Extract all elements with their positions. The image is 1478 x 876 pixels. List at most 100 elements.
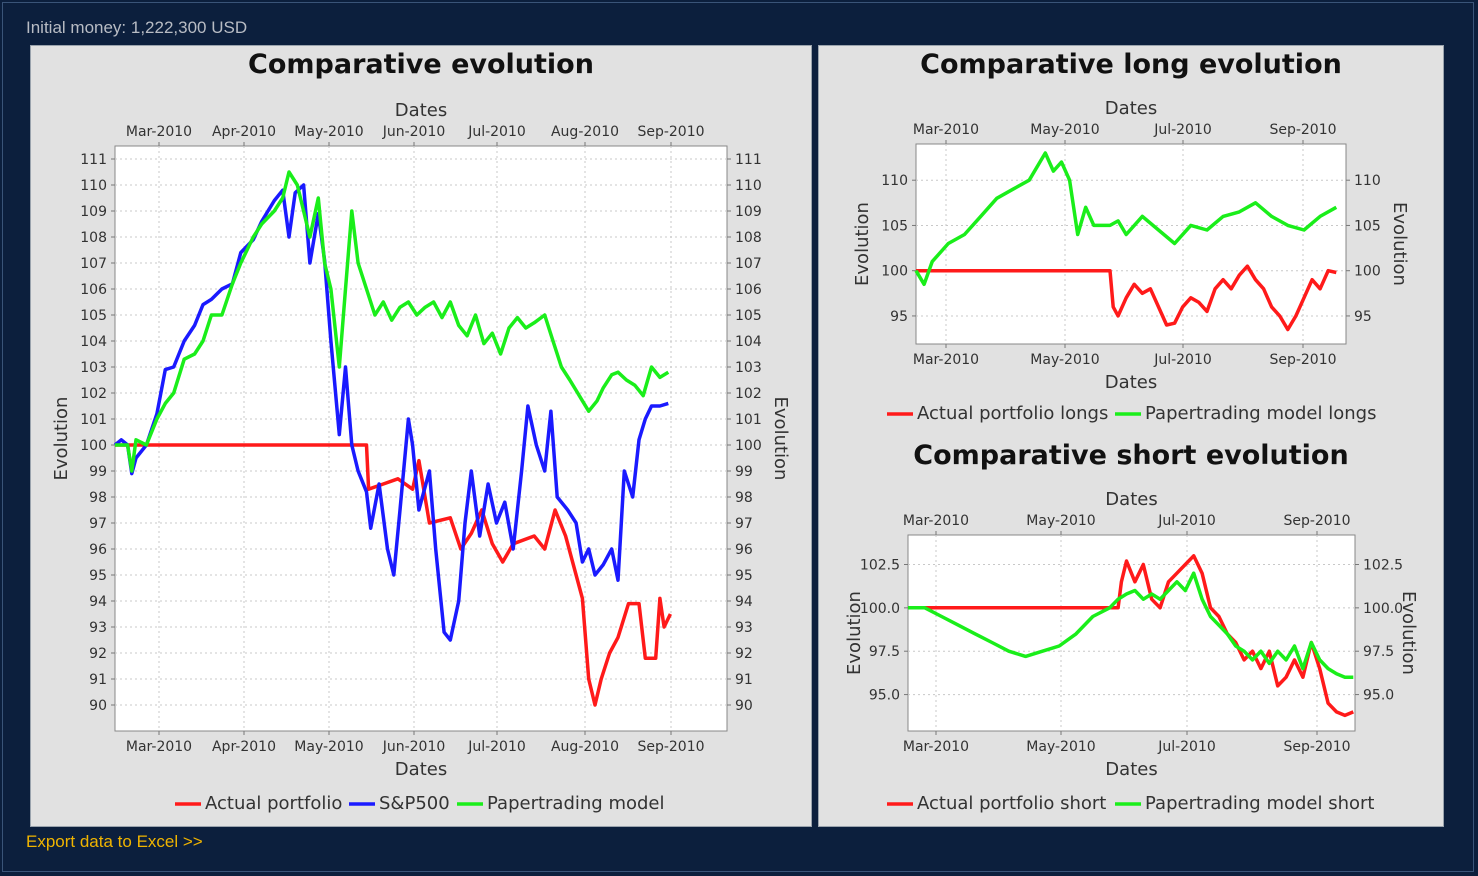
x-tick-label: Jul-2010 <box>1153 352 1212 368</box>
y-tick-label: 102.5 <box>860 557 900 573</box>
x-axis-label-top: Dates <box>1105 98 1157 119</box>
y-tick-label-right: 92 <box>735 646 753 662</box>
x-axis-label-top: Dates <box>395 100 447 121</box>
y-tick-label: 103 <box>80 360 107 376</box>
y-tick-label: 95 <box>89 568 107 584</box>
x-tick-label: May-2010 <box>1026 739 1095 755</box>
y-tick-label-right: 102 <box>735 386 762 402</box>
y-tick-label-right: 96 <box>735 542 753 558</box>
x-tick-label-top: Apr-2010 <box>212 124 276 140</box>
y-tick-label-right: 105 <box>735 308 762 324</box>
y-tick-label-right: 95.0 <box>1363 688 1394 704</box>
chart-short: Comparative short evolution 102.5 102.5 100… <box>844 440 1419 814</box>
plot-area <box>907 534 1356 732</box>
x-tick-label-top: Mar-2010 <box>913 122 979 138</box>
x-tick-label-top: May-2010 <box>294 124 363 140</box>
legend-item-label: S&P500 <box>379 793 450 814</box>
x-tick-label: Jul-2010 <box>1157 739 1216 755</box>
series-line-s-p500 <box>113 183 669 642</box>
chart-title: Comparative short evolution <box>913 440 1348 471</box>
x-tick-label-top: Jul-2010 <box>1153 122 1212 138</box>
y-tick-label: 91 <box>89 672 107 688</box>
x-tick-label-top: Aug-2010 <box>551 124 619 140</box>
y-axis-label-right: Evolution <box>1389 202 1410 286</box>
right-charts-panel: Comparative long evolution 110 110 105 105 10… <box>818 45 1444 827</box>
plot-area <box>915 143 1347 345</box>
x-tick-label-top: Mar-2010 <box>903 513 969 529</box>
x-tick-label-top: Jul-2010 <box>467 124 526 140</box>
y-tick-label: 100 <box>881 264 908 280</box>
x-tick-label: Sep-2010 <box>1283 739 1350 755</box>
y-tick-label-right: 110 <box>735 178 762 194</box>
y-axis-label: Evolution <box>51 397 72 481</box>
y-tick-label: 110 <box>881 173 908 189</box>
y-tick-label-right: 105 <box>1354 218 1381 234</box>
export-excel-link[interactable]: Export data to Excel >> <box>26 832 203 851</box>
comparative-evolution-chart: Comparative evolution 111 111 110 110 109 109 1… <box>51 49 791 814</box>
long-short-charts: Comparative long evolution 110 110 105 105 10… <box>844 49 1419 814</box>
x-axis-label-top: Dates <box>1105 489 1157 510</box>
y-tick-label: 110 <box>80 178 107 194</box>
y-tick-label: 108 <box>80 230 107 246</box>
y-tick-label-right: 98 <box>735 490 753 506</box>
y-tick-label-right: 95 <box>735 568 753 584</box>
x-tick-label-top: Mar-2010 <box>126 124 192 140</box>
series-line-papertrading-model <box>115 170 670 473</box>
x-tick-label: Mar-2010 <box>903 739 969 755</box>
legend-item-label: Actual portfolio short <box>917 793 1106 814</box>
chart-long: Comparative long evolution 110 110 105 105 10… <box>852 49 1410 424</box>
x-tick-label-top: May-2010 <box>1026 513 1095 529</box>
x-tick-label-top: May-2010 <box>1030 122 1099 138</box>
legend-item-label: Actual portfolio <box>205 793 342 814</box>
y-axis-label: Evolution <box>852 202 873 286</box>
x-tick-label-top: Jul-2010 <box>1157 513 1216 529</box>
y-tick-label-right: 100 <box>735 438 762 454</box>
chart-main: Comparative evolution 111 111 110 110 109 109 1… <box>51 49 791 814</box>
plot-area <box>114 145 728 732</box>
y-tick-label: 99 <box>89 464 107 480</box>
x-tick-label: Aug-2010 <box>551 739 619 755</box>
y-tick-label-right: 100.0 <box>1363 601 1403 617</box>
legend-item-label: Actual portfolio longs <box>917 403 1108 424</box>
y-tick-label-right: 99 <box>735 464 753 480</box>
main-chart-panel: Comparative evolution 111 111 110 110 109 109 1… <box>30 45 812 827</box>
y-tick-label-right: 93 <box>735 620 753 636</box>
series-line-papertrading-model-short <box>908 571 1354 679</box>
y-tick-label-right: 106 <box>735 282 762 298</box>
y-tick-label-right: 108 <box>735 230 762 246</box>
y-tick-label-right: 110 <box>1354 173 1381 189</box>
x-tick-label: Sep-2010 <box>1269 352 1336 368</box>
y-tick-label-right: 101 <box>735 412 762 428</box>
y-tick-label-right: 109 <box>735 204 762 220</box>
series-line-actual-portfolio <box>115 443 672 707</box>
x-tick-label: Sep-2010 <box>637 739 704 755</box>
y-tick-label: 90 <box>89 698 107 714</box>
series-line-actual-portfolio-longs <box>916 264 1337 332</box>
y-tick-label: 96 <box>89 542 107 558</box>
x-tick-label-top: Sep-2010 <box>1283 513 1350 529</box>
chart-title: Comparative long evolution <box>920 49 1342 80</box>
y-tick-label-right: 103 <box>735 360 762 376</box>
y-tick-label: 95 <box>890 309 908 325</box>
y-tick-label-right: 90 <box>735 698 753 714</box>
y-tick-label: 92 <box>89 646 107 662</box>
y-tick-label-right: 97 <box>735 516 753 532</box>
y-tick-label: 107 <box>80 256 107 272</box>
y-tick-label: 94 <box>89 594 107 610</box>
y-tick-label: 102 <box>80 386 107 402</box>
initial-money-label: Initial money: 1,222,300 USD <box>26 18 248 37</box>
y-tick-label-right: 100 <box>1354 264 1381 280</box>
x-tick-label-top: Jun-2010 <box>382 124 446 140</box>
y-tick-label: 100.0 <box>860 601 900 617</box>
y-tick-label: 97.5 <box>869 644 900 660</box>
y-tick-label: 98 <box>89 490 107 506</box>
y-tick-label-right: 102.5 <box>1363 557 1403 573</box>
y-tick-label: 95.0 <box>869 688 900 704</box>
x-tick-label: May-2010 <box>1030 352 1099 368</box>
y-tick-label: 111 <box>80 152 107 168</box>
x-tick-label-top: Sep-2010 <box>637 124 704 140</box>
y-tick-label-right: 111 <box>735 152 762 168</box>
legend-item-label: Papertrading model <box>487 793 665 814</box>
x-tick-label: Jun-2010 <box>382 739 446 755</box>
